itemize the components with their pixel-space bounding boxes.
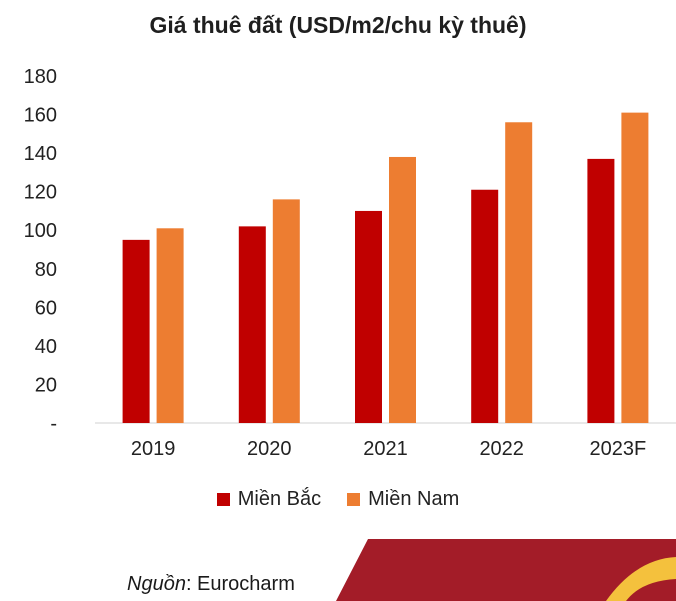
legend-swatch-mien-bac [216, 493, 230, 506]
legend-label-mien-nam: Miền Nam [368, 488, 460, 510]
bar-mien-nam [505, 122, 533, 424]
bar-chart: - 20 40 60 80 100 120 140 160 180 2019 2020 2021 2022… [24, 66, 676, 460]
y-tick-label: 80 [35, 259, 57, 281]
y-tick-label: 120 [24, 182, 57, 204]
legend: Miền Bắc Miền Nam [0, 488, 676, 511]
x-tick-label: 2019 [131, 438, 176, 460]
bar-mien-nam [156, 228, 184, 423]
legend-item-mien-nam: Miền Nam [347, 488, 459, 511]
bar-mien-nam [621, 112, 649, 423]
y-tick-label: 20 [35, 374, 57, 396]
bar-mien-bac [471, 189, 499, 423]
decorative-banner-shape [336, 539, 676, 601]
chart-title: Giá thuê đất (USD/m2/chu kỳ thuê) [149, 12, 527, 38]
source-note: Nguồn: Eurocharm [127, 573, 295, 596]
bar-mien-bac [355, 210, 382, 423]
source-label: Nguồn [127, 573, 186, 595]
y-tick-label: 160 [24, 105, 57, 127]
y-tick-label: 100 [24, 220, 57, 242]
bar-mien-nam [389, 156, 416, 423]
y-tick-label: 180 [24, 66, 57, 88]
legend-swatch-mien-nam [347, 493, 361, 506]
bar-mien-bac [587, 158, 615, 423]
bar-mien-bac [122, 239, 150, 423]
legend-item-mien-bac: Miền Bắc [216, 488, 322, 511]
legend-label-mien-bac: Miền Bắc [237, 488, 322, 510]
y-tick-label: - [50, 413, 57, 435]
y-tick-label: 60 [35, 297, 57, 319]
x-tick-label: 2020 [247, 438, 292, 460]
y-tick-label: 40 [35, 336, 57, 358]
bar-mien-nam [272, 199, 300, 423]
y-tick-label: 140 [24, 143, 57, 165]
source-text: : Eurocharm [185, 573, 295, 595]
decorative-banner [336, 539, 676, 601]
decorative-banner-swoosh [606, 557, 676, 601]
bar-mien-bac [238, 226, 266, 423]
x-tick-label: 2022 [479, 438, 524, 460]
x-tick-label: 2023F [590, 438, 647, 460]
x-tick-label: 2021 [363, 438, 408, 460]
